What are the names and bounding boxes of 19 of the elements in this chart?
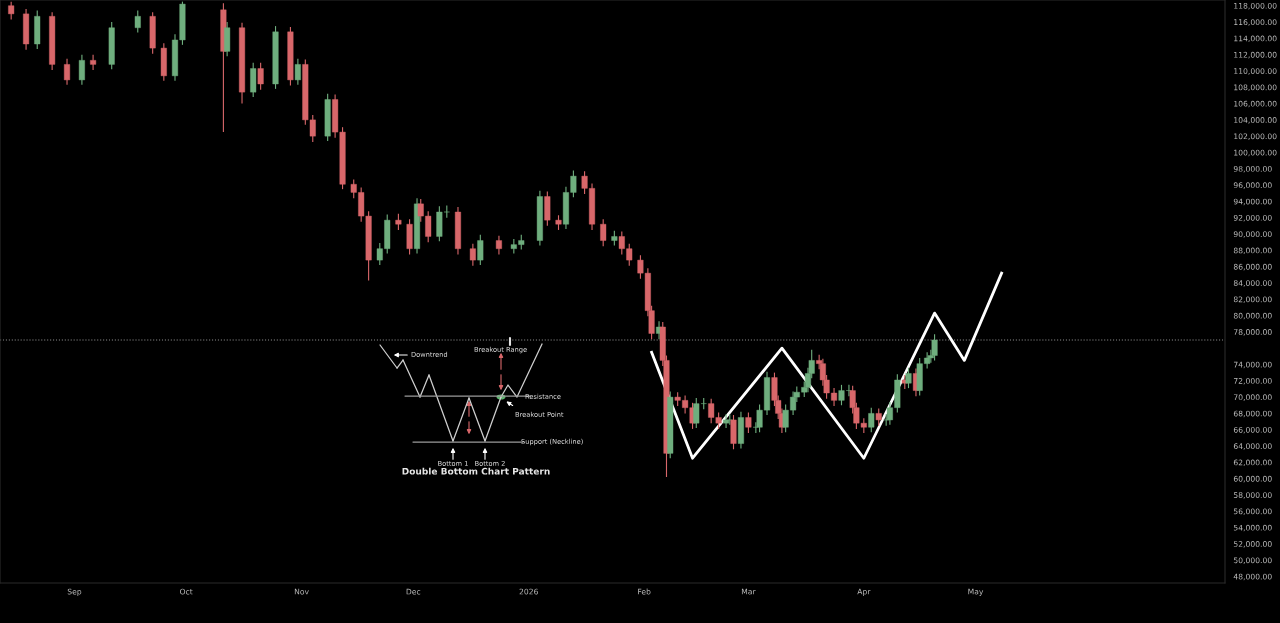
candlestick (600, 218, 607, 247)
annotation: Double Bottom Chart Pattern (402, 467, 550, 475)
candlestick (544, 191, 551, 227)
candlestick (134, 10, 141, 34)
candlestick (257, 62, 264, 91)
candlestick (469, 243, 476, 267)
candlestick (224, 21, 231, 57)
candlestick (294, 58, 301, 86)
candlestick (250, 62, 257, 98)
candlestick (477, 234, 484, 266)
candlestick (78, 54, 85, 86)
candlestick (745, 412, 752, 434)
candlestick (64, 58, 71, 86)
line-series (650, 271, 1003, 460)
candlestick (90, 54, 97, 71)
candlestick (868, 407, 875, 433)
candlestick (495, 235, 502, 255)
candlestick (931, 333, 938, 361)
candlestick (838, 384, 845, 406)
